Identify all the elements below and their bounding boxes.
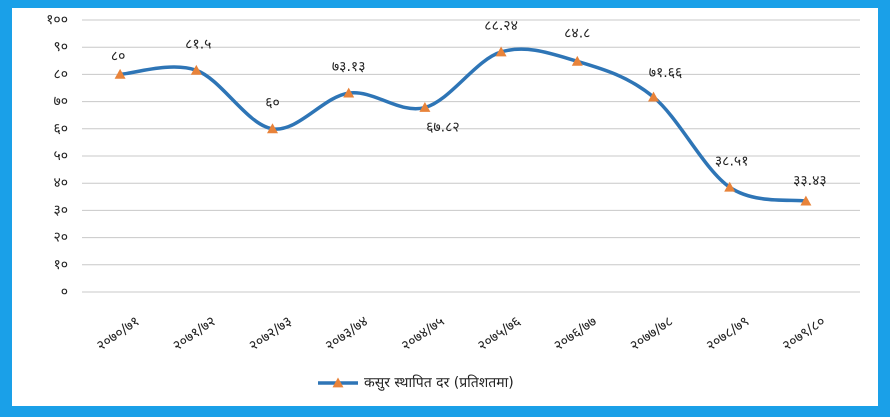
y-tick-label: ७०	[53, 94, 68, 110]
y-tick-label: ९०	[53, 39, 68, 55]
marker	[571, 55, 583, 66]
marker	[800, 195, 812, 206]
data-label: ८०	[111, 48, 126, 64]
marker	[190, 64, 202, 75]
data-label: ८४.८	[564, 25, 590, 41]
y-tick-label: ६०	[53, 121, 68, 137]
marker	[419, 102, 431, 112]
marker	[343, 87, 355, 98]
data-label: ३३.४३	[793, 173, 827, 189]
panel	[12, 8, 878, 406]
y-tick-label: ४०	[53, 175, 68, 191]
marker	[724, 181, 736, 192]
y-tick-label: २०	[53, 230, 68, 246]
y-tick-label: ८०	[53, 66, 68, 82]
y-tick-label: ५०	[53, 148, 68, 164]
marker	[114, 68, 126, 79]
marker	[267, 123, 278, 134]
data-label: ७१.६६	[649, 65, 683, 81]
y-tick-label: १००	[46, 12, 68, 28]
y-tick-label: १०	[53, 257, 68, 273]
y-tick-label: ०	[61, 284, 68, 300]
series-line	[119, 47, 807, 203]
legend-label: कसुर स्थापित दर (प्रतिशतमा)	[364, 374, 514, 391]
data-label: ८८.२४	[484, 18, 518, 34]
y-tick-label: ३०	[53, 202, 68, 218]
legend-marker	[332, 377, 344, 388]
data-label: ६७.८२	[426, 120, 460, 136]
data-label: ७३.१३	[332, 59, 366, 75]
marker	[495, 46, 507, 57]
marker	[648, 91, 659, 102]
data-label: ८१.५	[185, 36, 211, 52]
data-label: ३८.५१	[715, 153, 749, 169]
data-label: ६०	[265, 95, 280, 111]
